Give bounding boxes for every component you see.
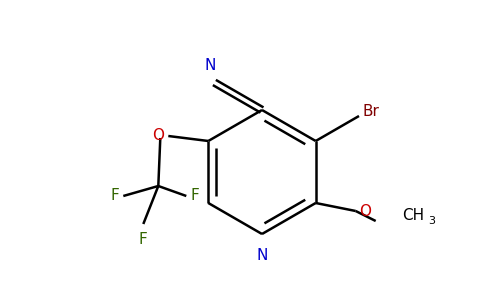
Text: O: O xyxy=(359,203,371,218)
Text: Br: Br xyxy=(363,104,380,119)
Text: N: N xyxy=(257,248,268,263)
Text: F: F xyxy=(110,188,120,203)
Text: O: O xyxy=(152,128,164,143)
Text: F: F xyxy=(190,188,199,203)
Text: CH: CH xyxy=(402,208,424,224)
Text: 3: 3 xyxy=(428,216,435,226)
Text: N: N xyxy=(205,58,216,73)
Text: F: F xyxy=(139,232,148,247)
